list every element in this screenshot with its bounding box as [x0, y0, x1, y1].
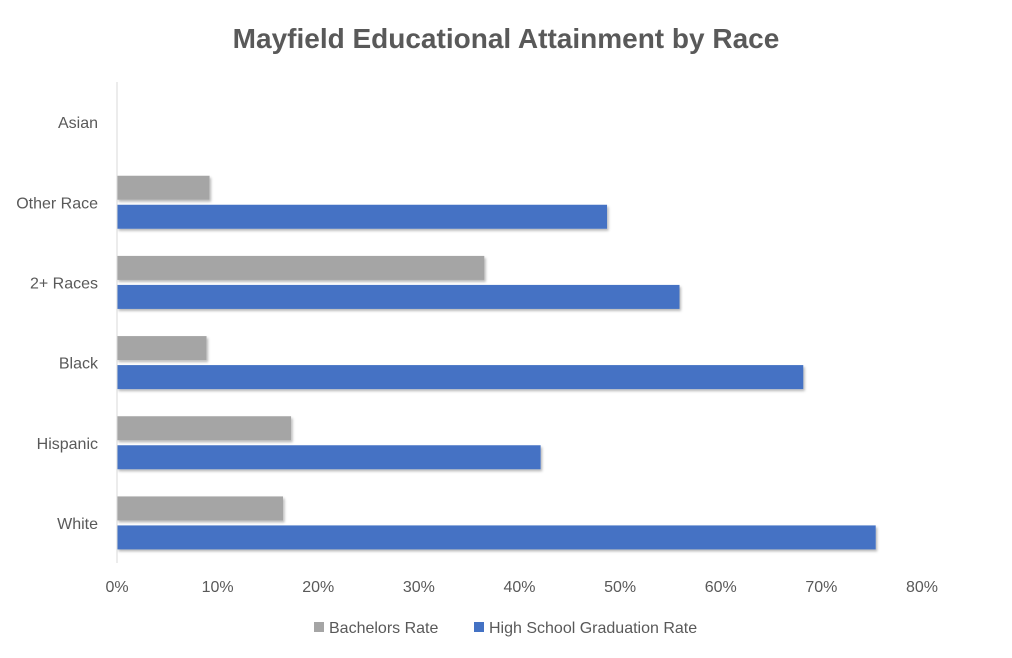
bar-high-school-white	[117, 525, 876, 550]
category-label: Asian	[58, 115, 98, 132]
x-tick-label: 60%	[705, 579, 737, 596]
bar-bachelors-2-races	[117, 255, 485, 280]
bar-high-school-2-races	[117, 284, 680, 309]
category-label: White	[57, 516, 98, 533]
category-label: Black	[59, 356, 99, 373]
category-labels: White Hispanic Black 2+ Races Other Race Asia…	[16, 115, 99, 533]
category-label: Other Race	[16, 195, 98, 212]
chart-title: Mayfield Educational Attainment by Race	[233, 23, 780, 54]
legend-label-high-school: High School Graduation Rate	[489, 620, 697, 637]
legend: Bachelors Rate High School Graduation Rat…	[314, 620, 697, 637]
bar-high-school-hispanic	[117, 445, 541, 470]
x-tick-label: 10%	[202, 579, 234, 596]
bar-bachelors-white	[117, 496, 284, 521]
category-label: Hispanic	[37, 436, 98, 453]
x-tick-label: 0%	[105, 579, 128, 596]
bar-high-school-black	[117, 365, 804, 390]
legend-label-bachelors: Bachelors Rate	[329, 620, 438, 637]
category-label: 2+ Races	[30, 275, 98, 292]
x-tick-label: 80%	[906, 579, 938, 596]
x-tick-label: 30%	[403, 579, 435, 596]
x-tick-label: 50%	[604, 579, 636, 596]
bar-high-school-other-race	[117, 204, 608, 229]
x-tick-label: 70%	[805, 579, 837, 596]
bar-bachelors-black	[117, 336, 207, 361]
legend-swatch-bachelors	[314, 622, 324, 632]
legend-swatch-high-school	[474, 622, 484, 632]
bars-layer	[117, 175, 876, 550]
x-tick-label: 20%	[302, 579, 334, 596]
bar-bachelors-other-race	[117, 175, 210, 200]
x-tick-label: 40%	[503, 579, 535, 596]
bar-bachelors-hispanic	[117, 416, 292, 441]
x-axis-ticks: 0% 10% 20% 30% 40% 50% 60% 70% 80%	[105, 579, 938, 596]
